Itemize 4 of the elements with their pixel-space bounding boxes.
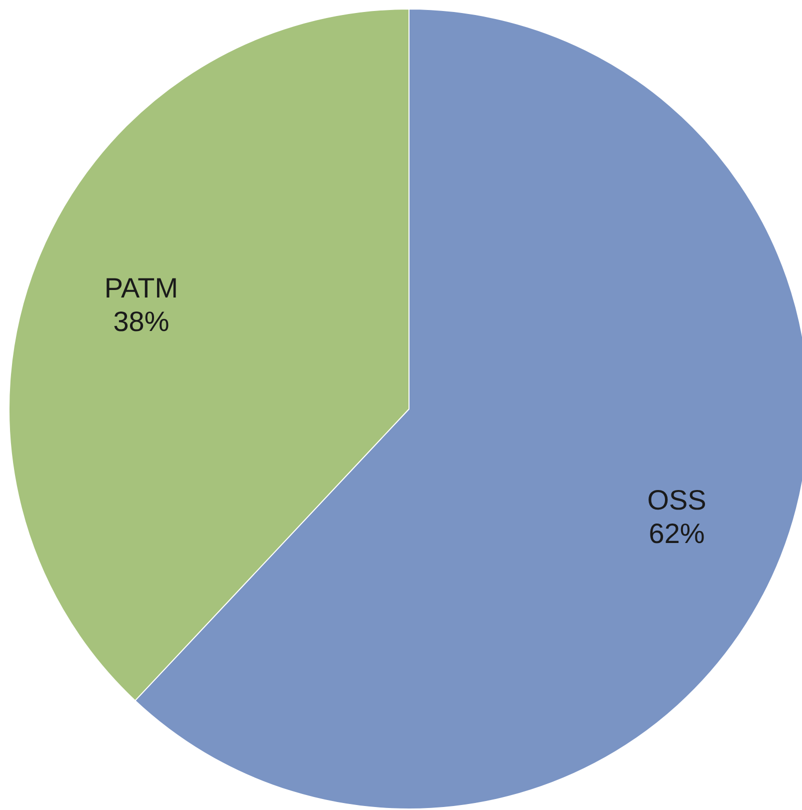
slice-label: OSS <box>647 484 706 516</box>
slice-label: PATM <box>104 272 178 304</box>
data-label: 38% <box>113 306 170 337</box>
data-label: 62% <box>648 518 705 550</box>
